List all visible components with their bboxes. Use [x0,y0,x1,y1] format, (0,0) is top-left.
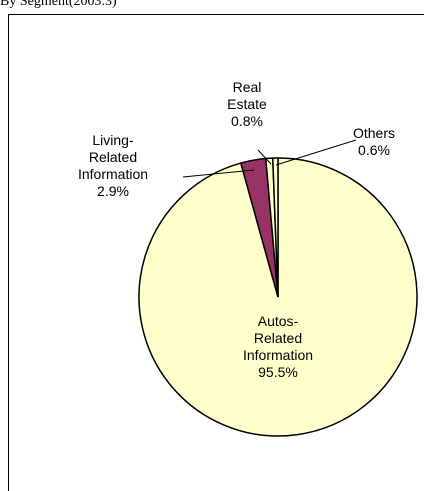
slice-label: Others 0.6% [353,125,395,159]
value-label: 0.8% [231,113,263,129]
value-label: 95.5% [258,364,298,380]
leader-line [257,149,272,165]
pie-slice [271,157,279,298]
category-label: Real Estate [227,79,267,112]
category-label: Living- Related Information [77,132,149,182]
slice-label: Living- Related Information 2.9% [78,132,148,200]
value-label: 0.6% [358,142,390,158]
pie [138,157,418,437]
slice-label: Real Estate 0.8% [227,79,267,130]
slice-label: Autos- Related Information 95.5% [243,313,313,381]
category-label: Autos- Related Information [242,313,314,363]
value-label: 2.9% [97,183,129,199]
plot-frame [8,14,424,491]
category-label: Others [352,125,396,141]
leader-line [182,169,255,178]
chart-title: By Segment(2003.3) [0,0,117,9]
leader-line [275,139,357,166]
